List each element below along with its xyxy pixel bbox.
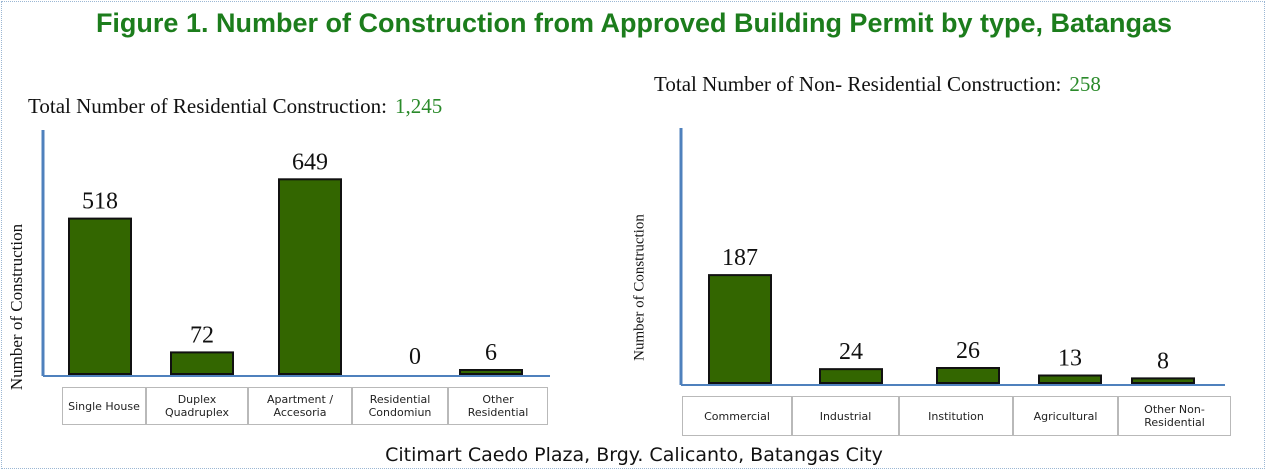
non-residential-bar-3 [936,367,1000,384]
caption: Citimart Caedo Plaza, Brgy. Calicanto, B… [385,444,883,466]
non-residential-total-label: Total Number of Non- Residential Constru… [654,72,1062,96]
non-residential-bar-value-label-4: 13 [1058,346,1082,372]
non-residential-chart-svg: 187 24 26 13 8 [679,128,1225,386]
residential-bar-value-label-5: 6 [485,340,497,366]
residential-total-value: 1,245 [394,94,443,118]
non-residential-bar-value-label-1: 187 [722,245,758,271]
residential-total-label: Total Number of Residential Construction… [28,94,387,118]
residential-bar-value-label-1: 518 [82,189,118,215]
non-residential-total: Total Number of Non- Residential Constru… [654,72,1101,97]
figure-title: Figure 1. Number of Construction from Ap… [95,8,1173,38]
residential-total: Total Number of Residential Construction… [28,94,442,119]
residential-category-label-1: Single House [62,387,146,425]
residential-chart-svg: 518 72 649 0 6 [41,130,550,377]
residential-bar-1 [68,217,132,375]
non-residential-category-label-5: Other Non-Residential [1118,396,1231,436]
non-residential-category-label-3: Institution [899,396,1013,436]
residential-bar-value-label-4: 0 [409,344,421,370]
non-residential-bar-value-label-3: 26 [956,338,980,364]
non-residential-category-label-4: Agricultural [1013,396,1118,436]
non-residential-chart: 187 24 26 13 8 [679,128,1225,386]
non-residential-bar-value-label-5: 8 [1157,348,1169,374]
residential-category-label-3: Apartment / Accesoria [248,387,352,425]
residential-bar-5 [459,369,523,375]
residential-category-label-2: Duplex Quadruplex [146,387,248,425]
non-residential-category-label-2: Industrial [792,396,899,436]
residential-bar-3 [278,178,342,375]
non-residential-bar-4 [1038,374,1102,384]
residential-category-label-5: Other Residential [448,387,548,425]
residential-bar-value-label-3: 649 [292,149,328,175]
residential-bar-value-label-2: 72 [190,322,214,348]
residential-category-label-4: Residential Condomiun [352,387,448,425]
non-residential-total-value: 258 [1069,72,1101,96]
residential-chart: 518 72 649 0 6 [0,0,600,440]
non-residential-bar-5 [1131,377,1195,384]
residential-bar-2 [170,351,234,375]
non-residential-category-label-1: Commercial [682,396,792,436]
non-residential-bar-value-label-2: 24 [839,339,863,365]
non-residential-bar-2 [819,368,883,384]
non-residential-bar-1 [708,274,772,384]
